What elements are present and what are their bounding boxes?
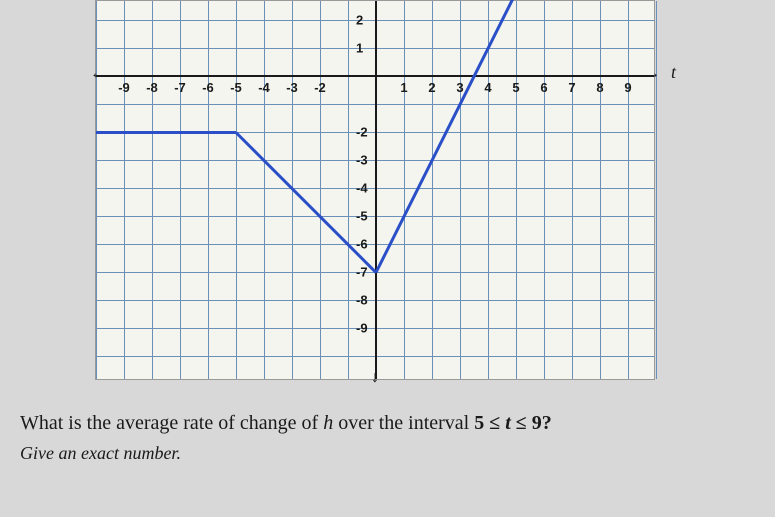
arrow-down-icon: ↓: [371, 369, 379, 387]
x-tick-label: -7: [174, 80, 186, 95]
x-tick-label: -9: [118, 80, 130, 95]
x-tick-label: 8: [596, 80, 603, 95]
y-tick-label: 1: [356, 41, 363, 56]
grid-line-v: [264, 1, 265, 379]
x-tick-label: 3: [456, 80, 463, 95]
grid-line-v: [628, 1, 629, 379]
x-tick-label: 1: [400, 80, 407, 95]
y-tick-label: -2: [356, 125, 368, 140]
question-mid: over the interval: [333, 412, 474, 434]
function-name: h: [323, 412, 333, 434]
x-tick-label: 7: [568, 80, 575, 95]
grid-line-v: [460, 1, 461, 379]
function-segment: [96, 131, 236, 134]
function-segment: [375, 0, 518, 273]
y-tick-label: -4: [356, 181, 368, 196]
x-tick-label: 2: [428, 80, 435, 95]
x-tick-label: -4: [258, 80, 270, 95]
grid-line-v: [152, 1, 153, 379]
grid-line-v: [124, 1, 125, 379]
grid-line-v: [96, 1, 97, 379]
x-axis-label: t: [671, 62, 676, 83]
grid-line-v: [404, 1, 405, 379]
x-tick-label: 5: [512, 80, 519, 95]
grid-line-v: [656, 1, 657, 379]
x-tick-label: 4: [484, 80, 491, 95]
grid-line-v: [516, 1, 517, 379]
y-tick-label: -7: [356, 265, 368, 280]
grid-line-v: [348, 1, 349, 379]
arrow-right-icon: →: [644, 65, 660, 83]
y-tick-label: -5: [356, 209, 368, 224]
x-tick-label: 6: [540, 80, 547, 95]
grid-line-v: [600, 1, 601, 379]
coordinate-graph: →←↓t-9-8-7-6-5-4-3-212345678912-2-3-4-5-…: [95, 0, 655, 380]
grid-line-v: [208, 1, 209, 379]
question-prefix: What is the average rate of change of: [20, 412, 323, 434]
y-tick-label: -6: [356, 237, 368, 252]
x-tick-label: -8: [146, 80, 158, 95]
grid-line-v: [488, 1, 489, 379]
y-tick-label: -8: [356, 293, 368, 308]
x-tick-label: -2: [314, 80, 326, 95]
interval: 5 ≤ t ≤ 9?: [474, 412, 552, 434]
x-tick-label: -5: [230, 80, 242, 95]
arrow-left-icon: ←: [90, 65, 106, 83]
x-tick-label: -3: [286, 80, 298, 95]
y-tick-label: -3: [356, 153, 368, 168]
grid-line-v: [320, 1, 321, 379]
y-axis: [375, 1, 377, 379]
question-text: What is the average rate of change of h …: [20, 408, 775, 467]
grid-line-v: [236, 1, 237, 379]
y-tick-label: -9: [356, 321, 368, 336]
grid-line-v: [572, 1, 573, 379]
x-tick-label: 9: [624, 80, 631, 95]
grid-line-v: [180, 1, 181, 379]
instruction: Give an exact number.: [20, 440, 775, 467]
grid-line-v: [432, 1, 433, 379]
y-tick-label: 2: [356, 13, 363, 28]
grid-line-v: [544, 1, 545, 379]
x-tick-label: -6: [202, 80, 214, 95]
